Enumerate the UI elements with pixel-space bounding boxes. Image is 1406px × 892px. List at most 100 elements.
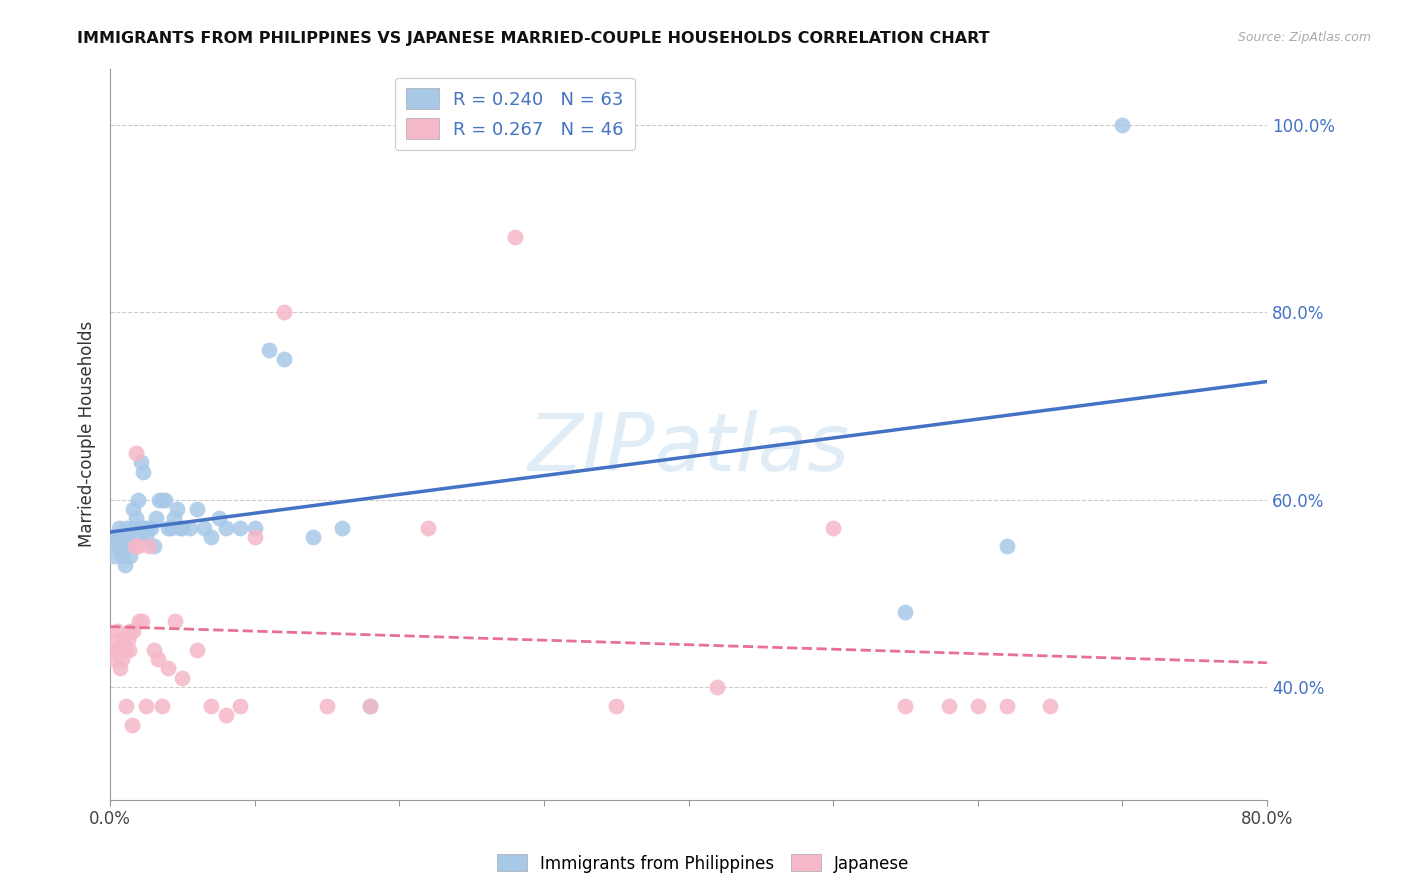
Point	[124, 540, 146, 554]
Point	[142, 642, 165, 657]
Point	[124, 521, 146, 535]
Point	[128, 615, 150, 629]
Point	[200, 530, 222, 544]
Point	[131, 521, 153, 535]
Text: ZIPatlas: ZIPatlas	[527, 409, 849, 488]
Point	[257, 343, 280, 357]
Point	[186, 502, 208, 516]
Point	[179, 521, 201, 535]
Point	[418, 521, 440, 535]
Point	[273, 352, 295, 367]
Text: IMMIGRANTS FROM PHILIPPINES VS JAPANESE MARRIED-COUPLE HOUSEHOLDS CORRELATION CH: IMMIGRANTS FROM PHILIPPINES VS JAPANESE …	[77, 31, 990, 46]
Point	[104, 633, 127, 648]
Point	[166, 502, 188, 516]
Point	[135, 698, 157, 713]
Point	[121, 521, 143, 535]
Point	[706, 680, 728, 694]
Point	[131, 615, 153, 629]
Point	[156, 521, 179, 535]
Point	[169, 521, 191, 535]
Point	[207, 511, 229, 525]
Point	[105, 624, 128, 638]
Point	[145, 511, 167, 525]
Point	[301, 530, 323, 544]
Point	[142, 540, 165, 554]
Legend: Immigrants from Philippines, Japanese: Immigrants from Philippines, Japanese	[489, 847, 917, 880]
Point	[150, 492, 173, 507]
Point	[200, 698, 222, 713]
Point	[114, 558, 136, 573]
Point	[114, 642, 136, 657]
Point	[134, 521, 156, 535]
Point	[127, 492, 149, 507]
Point	[111, 549, 134, 563]
Point	[112, 530, 135, 544]
Point	[229, 698, 252, 713]
Point	[117, 530, 139, 544]
Point	[122, 624, 145, 638]
Point	[146, 652, 169, 666]
Point	[193, 521, 215, 535]
Point	[150, 698, 173, 713]
Point	[101, 530, 124, 544]
Point	[118, 642, 141, 657]
Point	[160, 521, 183, 535]
Point	[122, 502, 145, 516]
Point	[229, 521, 252, 535]
Point	[118, 540, 141, 554]
Point	[153, 492, 176, 507]
Point	[330, 521, 353, 535]
Text: Source: ZipAtlas.com: Source: ZipAtlas.com	[1237, 31, 1371, 45]
Point	[273, 305, 295, 319]
Point	[148, 492, 170, 507]
Point	[172, 671, 194, 685]
Legend: R = 0.240   N = 63, R = 0.267   N = 46: R = 0.240 N = 63, R = 0.267 N = 46	[395, 78, 634, 150]
Point	[215, 521, 238, 535]
Point	[115, 521, 138, 535]
Y-axis label: Married-couple Households: Married-couple Households	[79, 321, 96, 547]
Point	[101, 642, 124, 657]
Point	[135, 530, 157, 544]
Point	[172, 521, 194, 535]
Point	[1039, 698, 1062, 713]
Point	[1111, 118, 1133, 132]
Point	[138, 540, 160, 554]
Point	[243, 521, 266, 535]
Point	[108, 521, 131, 535]
Point	[163, 511, 186, 525]
Point	[138, 521, 160, 535]
Point	[104, 540, 127, 554]
Point	[125, 511, 148, 525]
Point	[129, 455, 152, 469]
Point	[316, 698, 339, 713]
Point	[105, 530, 128, 544]
Point	[156, 661, 179, 675]
Point	[112, 633, 135, 648]
Point	[995, 540, 1018, 554]
Point	[966, 698, 988, 713]
Point	[103, 549, 125, 563]
Point	[139, 521, 162, 535]
Point	[111, 652, 134, 666]
Point	[938, 698, 960, 713]
Point	[117, 633, 139, 648]
Point	[894, 605, 917, 619]
Point	[894, 698, 917, 713]
Point	[359, 698, 381, 713]
Point	[243, 530, 266, 544]
Point	[128, 530, 150, 544]
Point	[215, 708, 238, 723]
Point	[127, 540, 149, 554]
Point	[359, 698, 381, 713]
Point	[132, 465, 155, 479]
Point	[110, 661, 132, 675]
Point	[121, 717, 143, 731]
Point	[503, 230, 526, 244]
Point	[110, 540, 132, 554]
Point	[120, 624, 142, 638]
Point	[108, 642, 131, 657]
Point	[605, 698, 627, 713]
Point	[165, 615, 187, 629]
Point	[995, 698, 1018, 713]
Point	[186, 642, 208, 657]
